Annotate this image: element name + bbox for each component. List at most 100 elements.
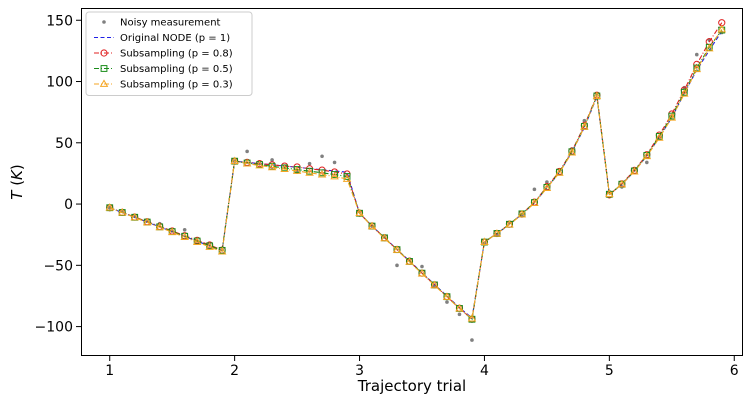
data-point [342, 174, 352, 182]
data-point [205, 242, 214, 250]
data-point [517, 209, 527, 218]
data-point [331, 171, 338, 178]
legend-item: Noisy measurement [102, 18, 221, 29]
y-tick-label: 0 [64, 197, 73, 213]
y-tick-label: −50 [43, 258, 73, 274]
data-point [692, 64, 702, 73]
data-point [532, 187, 537, 192]
data-point [102, 20, 106, 24]
data-point [217, 246, 227, 255]
data-point [655, 133, 664, 141]
x-axis-ticks: 1 2 3 4 5 6 [105, 356, 739, 379]
legend-label: Subsampling (p = 0.8) [120, 49, 233, 60]
legend-label: Noisy measurement [120, 18, 221, 29]
data-point [355, 208, 364, 217]
legend-label: Original NODE (p = 1) [120, 33, 230, 44]
data-point [430, 280, 439, 289]
data-point [470, 338, 474, 342]
plot-area [81, 8, 743, 356]
data-point [717, 24, 727, 33]
data-point [182, 227, 187, 232]
data-point [117, 208, 127, 216]
y-tick-label: 100 [46, 75, 73, 91]
data-point [480, 237, 489, 245]
data-point [155, 222, 164, 231]
legend-label: Subsampling (p = 0.3) [120, 80, 233, 91]
data-point [705, 43, 714, 52]
data-point [343, 173, 351, 180]
data-point [367, 221, 377, 230]
data-point [420, 264, 424, 269]
data-point [332, 160, 337, 165]
data-point [567, 147, 577, 156]
x-axis-label: Trajectory trial [357, 377, 466, 395]
data-point [617, 179, 627, 188]
x-tick-label: 1 [105, 363, 114, 379]
data-point [380, 233, 389, 242]
y-tick-label: 50 [55, 136, 73, 152]
data-point [680, 89, 689, 97]
data-point [307, 161, 312, 166]
data-point [100, 65, 108, 72]
data-point [505, 220, 514, 228]
data-point [645, 160, 649, 165]
data-point [694, 52, 699, 57]
legend-label: Subsampling (p = 0.5) [120, 64, 233, 75]
data-point [318, 169, 326, 177]
data-point [455, 303, 464, 312]
data-point [392, 245, 402, 253]
data-point [555, 168, 564, 176]
data-point [267, 162, 277, 171]
data-point [317, 170, 327, 178]
x-tick-label: 4 [480, 363, 489, 379]
data-point [255, 160, 264, 169]
data-point [99, 79, 109, 87]
data-point [142, 217, 152, 226]
data-point [305, 168, 314, 176]
series-subsampling-p-0-3 [105, 24, 727, 322]
series-layer [105, 19, 727, 342]
legend-item: Subsampling (p = 0.5) [94, 64, 233, 75]
y-tick-label: −100 [35, 320, 73, 336]
data-point [320, 154, 324, 159]
data-point [100, 49, 108, 57]
data-point [630, 166, 639, 175]
data-point [642, 151, 652, 160]
y-tick-label: 150 [46, 13, 73, 29]
data-point [592, 91, 602, 100]
x-tick-label: 3 [355, 363, 364, 379]
data-point [180, 232, 189, 241]
data-point [442, 292, 452, 300]
data-point [467, 314, 477, 322]
data-point [417, 269, 427, 277]
x-tick-label: 2 [230, 363, 239, 379]
data-point [192, 237, 202, 245]
data-point [445, 300, 449, 304]
legend-item: Original NODE (p = 1) [94, 33, 230, 44]
data-point [130, 212, 139, 221]
y-axis-label: T (K) [8, 164, 26, 200]
data-point [457, 312, 462, 317]
data-point [270, 158, 274, 162]
data-point [105, 203, 114, 211]
data-point [405, 257, 414, 265]
data-point [245, 149, 249, 154]
data-point [542, 183, 552, 192]
x-tick-label: 5 [605, 363, 614, 379]
legend: Noisy measurement Original NODE (p = 1) Su… [85, 11, 253, 96]
y-axis-ticks: −100 −50 0 50 100 150 [35, 13, 81, 336]
legend-box [85, 11, 253, 96]
series-line [109, 29, 723, 320]
data-point [530, 198, 539, 206]
data-point [605, 189, 614, 198]
data-point [280, 164, 289, 173]
data-point [292, 166, 302, 174]
data-point [330, 171, 339, 180]
data-point [242, 159, 252, 167]
legend-item: Subsampling (p = 0.8) [94, 49, 233, 60]
data-point [545, 180, 549, 184]
data-point [230, 156, 239, 165]
data-point [492, 229, 502, 237]
data-point [167, 227, 177, 236]
